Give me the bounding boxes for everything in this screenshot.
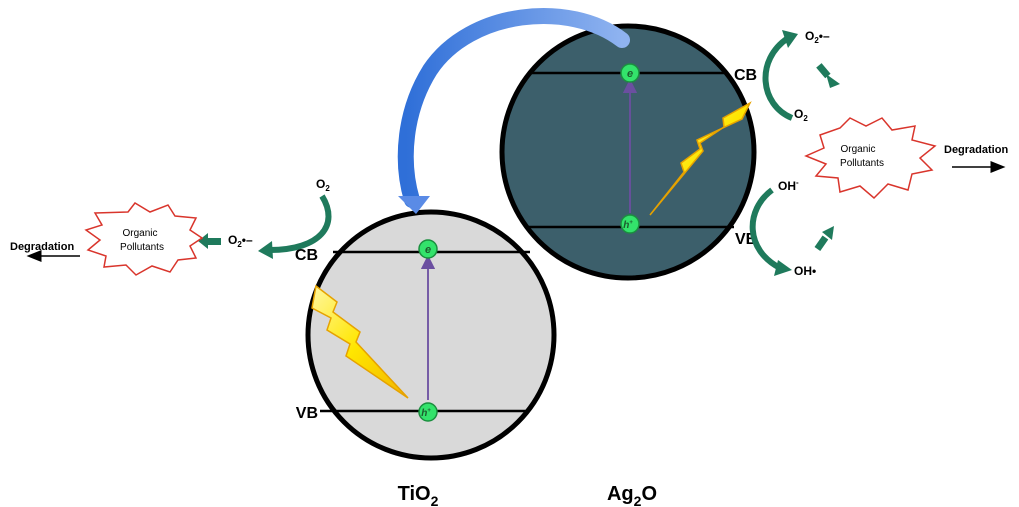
ag2o-hole: h+ [620,214,640,234]
hole-label-2: h [623,220,629,231]
right-pollutant-star [804,117,937,200]
hole-sup-2: + [629,220,633,226]
tio2-title: TiO2 [398,483,439,507]
left-pollutant-star [84,202,204,276]
tio2-electron: e [418,239,438,259]
left-reactions: O2 O2•– Organic Pollutants Degradation [10,177,332,276]
hole-sup: + [427,408,431,414]
ag2o-cb-label: CB [734,67,757,84]
tio2-cb-label: CB [295,247,318,264]
tio2-lightning-bolt [311,284,409,399]
electron-label: e [425,244,431,256]
hole-label: h [421,408,427,419]
svg-text:h+: h+ [623,220,633,231]
electron-label-2: e [627,68,633,80]
right-oh-curve-arrow [749,187,782,271]
ag2o-lightning-bolt [649,101,752,216]
tio2-circle [305,209,557,461]
left-degradation-label: Degradation [10,241,74,253]
left-o2-curve-arrow [269,194,332,253]
right-hydroxyl-radical-label: OH• [794,264,816,278]
left-superoxide-label: O2•– [228,233,253,249]
right-reactions: O2•– O2 Organic Pollutants Degradation O… [749,29,1008,278]
right-small-arrow-top [816,63,840,88]
tio2-vb-label: VB [296,405,318,422]
left-small-arrow [198,233,221,249]
ag2o-circle [499,23,757,281]
tio2-hole: h+ [418,402,438,422]
ag2o-electron: e [620,63,640,83]
ag2o-title: Ag2O [607,483,657,507]
left-pollutant-line2: Pollutants [120,242,164,253]
electron-transfer-arrow [397,8,630,214]
right-small-arrow-bottom [814,226,834,252]
ag2o-particle: e h+ CB VB Ag2O [499,23,757,507]
left-o2-label: O2 [316,177,330,193]
right-degradation-label: Degradation [944,144,1008,156]
right-o2-curve-arrow [762,35,794,121]
right-o2-label: O2 [794,107,808,123]
right-pollutant-line1: Organic [840,144,875,155]
right-superoxide-label: O2•– [805,29,830,45]
svg-text:h+: h+ [421,408,431,419]
right-hydroxide-label: OH- [778,178,799,193]
left-pollutant-line1: Organic [122,228,157,239]
tio2-particle: e h+ CB VB TiO2 [295,209,557,507]
right-pollutant-line2: Pollutants [840,158,884,169]
